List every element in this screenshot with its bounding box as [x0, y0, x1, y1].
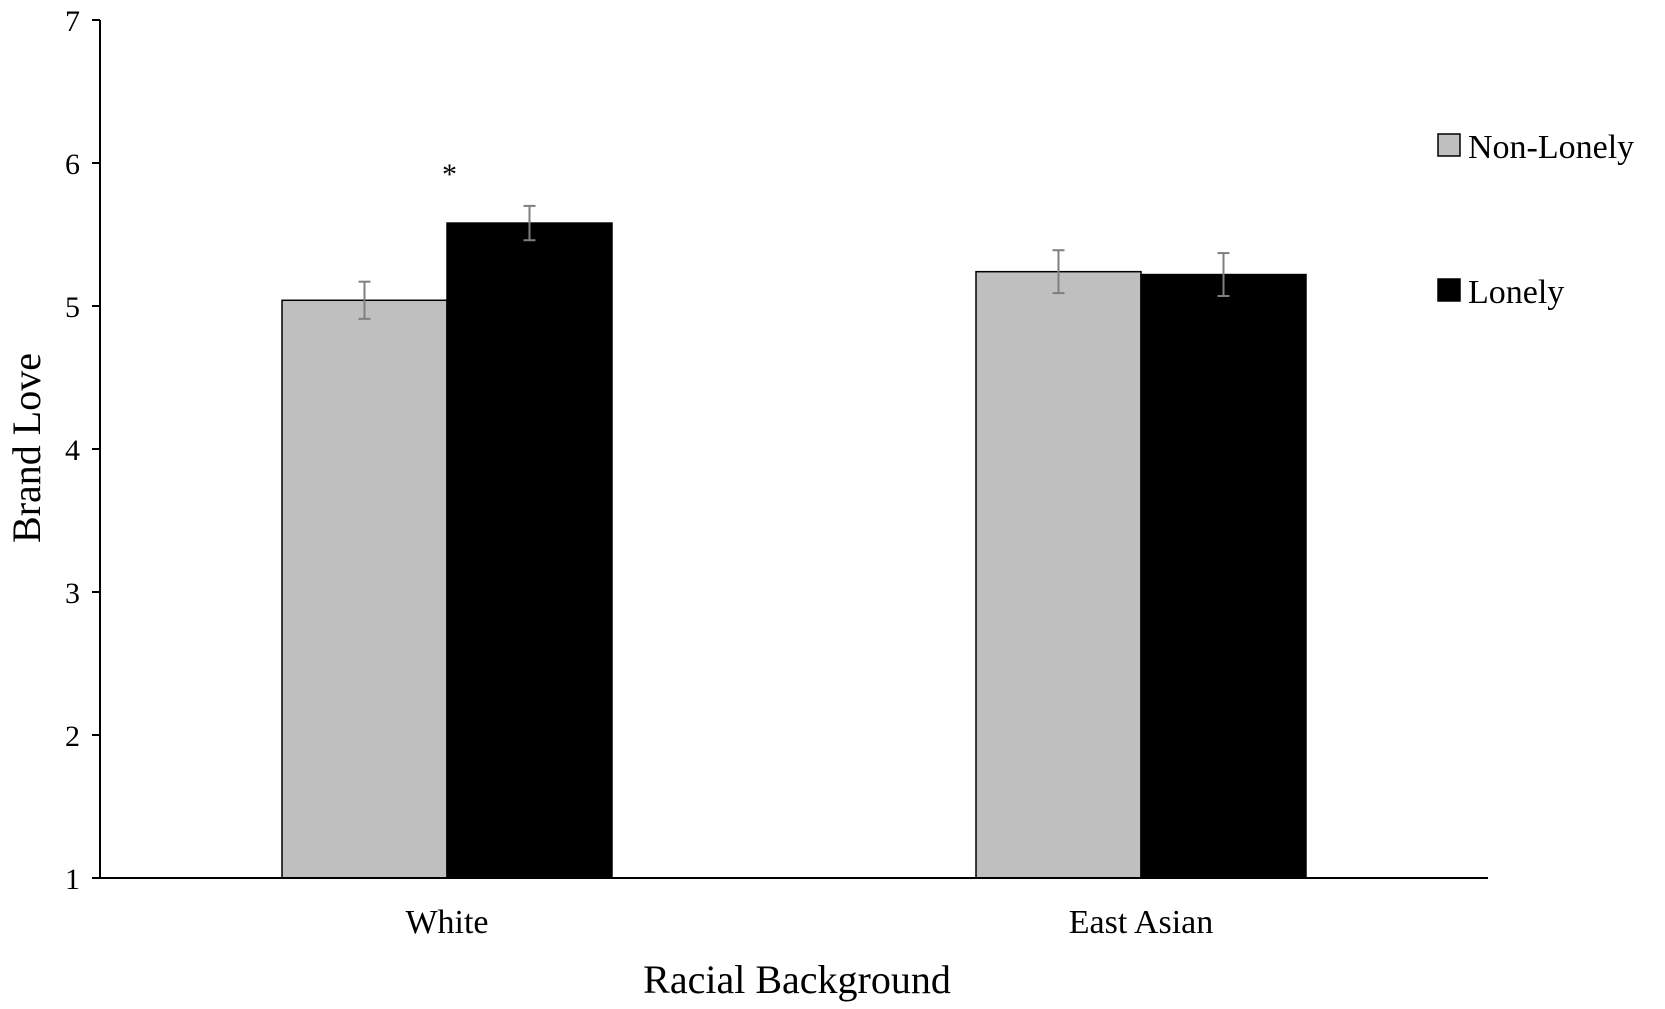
bar-lonely-white	[446, 222, 613, 879]
legend-label: Non-Lonely	[1468, 129, 1634, 166]
significance-marker: *	[442, 158, 457, 191]
x-axis-title: Racial Background	[643, 957, 951, 1002]
legend-label: Lonely	[1468, 274, 1564, 311]
annotations: *	[442, 158, 457, 191]
legend-swatch	[1437, 133, 1461, 157]
bars	[281, 222, 1307, 879]
legend: Non-Lonely Lonely	[1437, 129, 1634, 311]
y-axis-ticks: 1 2 3 4 5 6 7	[65, 5, 100, 896]
legend-swatch	[1437, 278, 1461, 302]
y-tick-label: 2	[65, 720, 80, 753]
y-axis-title: Brand Love	[4, 353, 49, 543]
y-tick-label: 4	[65, 434, 80, 467]
y-tick-label: 7	[65, 5, 80, 38]
error-bar	[523, 204, 536, 242]
bar-non-lonely-white	[281, 299, 448, 879]
bar-lonely-east-asian	[1140, 273, 1307, 879]
error-bars	[358, 204, 1230, 320]
x-category-label: White	[405, 904, 488, 941]
bar-non-lonely-east-asian	[975, 270, 1142, 879]
error-bar	[1217, 252, 1230, 297]
error-bar	[358, 280, 371, 320]
category-labels: White East Asian	[405, 904, 1213, 941]
y-tick-label: 3	[65, 577, 80, 610]
error-bar	[1052, 249, 1065, 295]
y-tick-label: 1	[65, 863, 80, 896]
y-tick-label: 5	[65, 291, 80, 324]
x-category-label: East Asian	[1069, 904, 1213, 941]
y-tick-label: 6	[65, 148, 80, 181]
